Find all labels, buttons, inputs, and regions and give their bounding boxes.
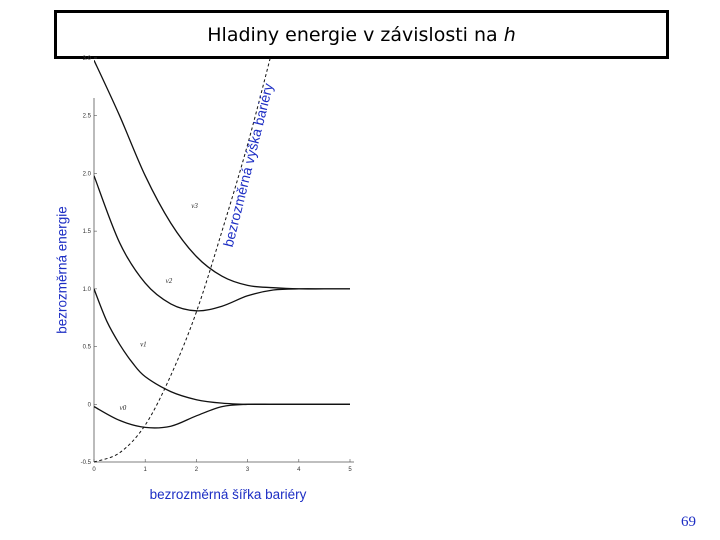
chart-axes xyxy=(93,98,354,463)
series-label-v3: ν3 xyxy=(191,202,198,210)
y-axis-label: bezrozměrná energie xyxy=(54,206,70,334)
title-text: Hladiny energie v závislosti na xyxy=(207,23,498,46)
x-tick-label: 1 xyxy=(144,467,148,473)
page-number: 69 xyxy=(681,514,696,530)
barrier-curve-line xyxy=(94,58,271,463)
y-tick-label: 2.5 xyxy=(83,114,92,120)
x-tick-label: 5 xyxy=(348,467,352,473)
chart-curves xyxy=(94,58,350,463)
x-tick-label: 2 xyxy=(195,467,199,473)
x-axis-label: bezrozměrná šířka bariéry xyxy=(149,487,307,502)
x-tick-label: 3 xyxy=(246,467,250,473)
series-label-v0: ν0 xyxy=(120,404,127,412)
y-tick-label: 1.5 xyxy=(83,229,92,235)
y-tick-label: 0 xyxy=(88,402,92,408)
chart-ticks: 0 1 2 3 4 5-0.500.51.01.52.02.53.0 xyxy=(81,56,353,473)
series-label-v1: ν1 xyxy=(140,341,147,349)
series-line-v0 xyxy=(94,403,350,429)
x-tick-label: 0 xyxy=(92,467,96,473)
series-line-v3 xyxy=(94,60,350,290)
y-tick-label: 1.0 xyxy=(83,287,92,293)
y-tick-label: 0.5 xyxy=(83,345,92,351)
title-variable: h xyxy=(503,23,516,46)
slide-title: Hladiny energie v závislosti na h xyxy=(54,10,669,59)
x-tick-label: 4 xyxy=(297,467,301,473)
series-line-v1 xyxy=(94,288,350,406)
y-tick-label: -0.5 xyxy=(81,460,92,466)
y-tick-label: 2.0 xyxy=(83,171,92,177)
chart-curve-labels: ν0 ν1 ν2 ν3 xyxy=(120,202,199,412)
y-tick-label: 3.0 xyxy=(83,56,92,62)
series-label-v2: ν2 xyxy=(166,277,173,285)
